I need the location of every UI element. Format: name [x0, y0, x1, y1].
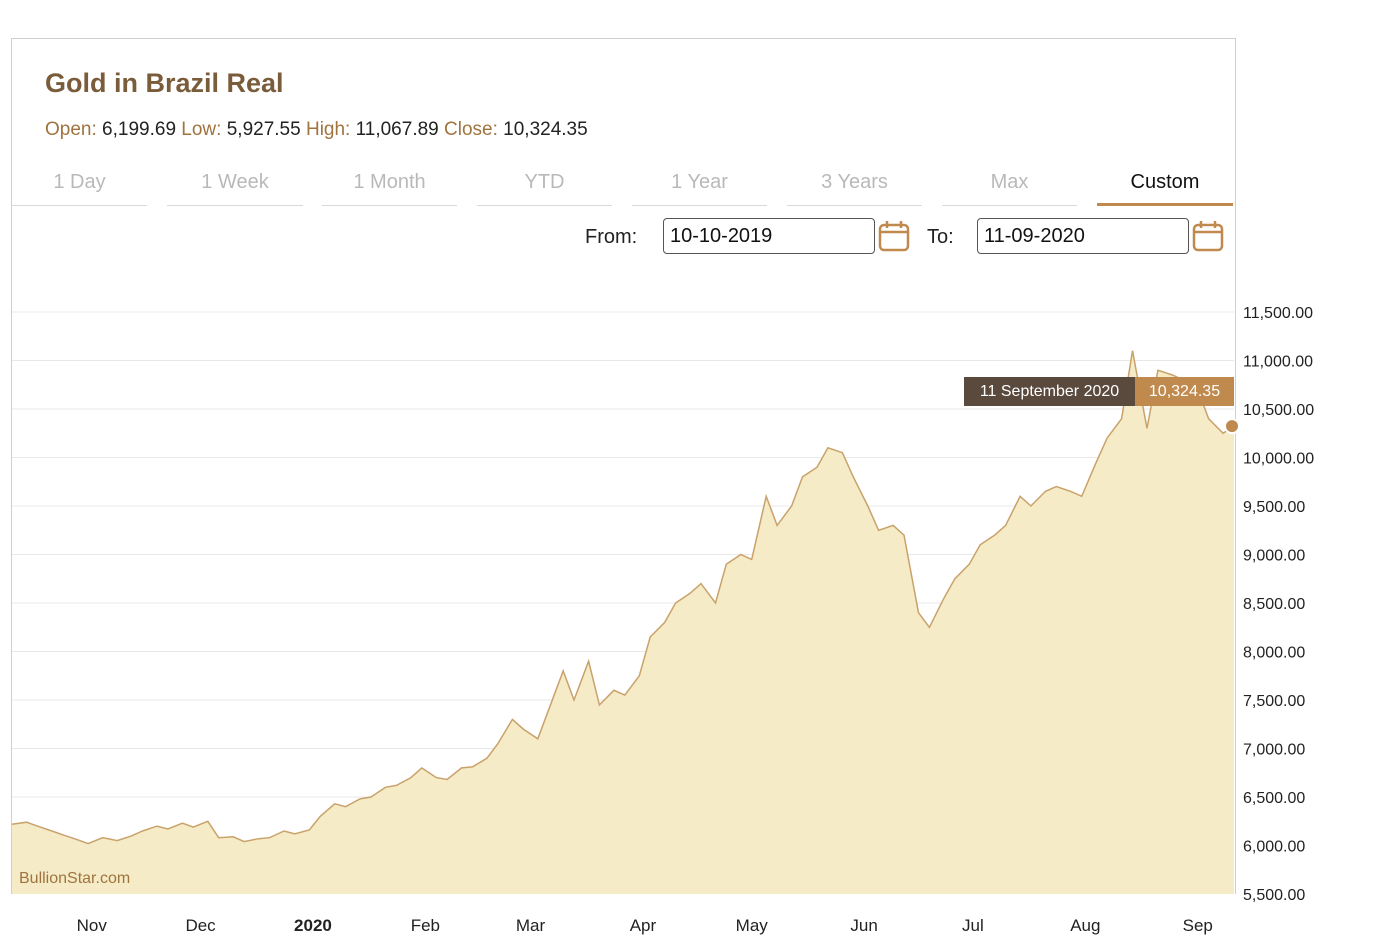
- high-value: 11,067.89: [355, 119, 439, 140]
- tab-custom[interactable]: Custom: [1097, 168, 1233, 206]
- y-tick-label: 10,500.00: [1243, 402, 1314, 419]
- open-label: Open:: [45, 119, 97, 140]
- open-value: 6,199.69: [102, 119, 177, 140]
- low-value: 5,927.55: [226, 119, 301, 140]
- watermark: BullionStar.com: [19, 870, 131, 887]
- x-tick-label: Jun: [850, 916, 877, 935]
- tab-ytd[interactable]: YTD: [477, 168, 612, 206]
- calendar-icon[interactable]: [877, 219, 911, 253]
- x-tick-label: Apr: [630, 916, 657, 935]
- y-tick-label: 8,000.00: [1243, 645, 1305, 662]
- tab-1-week[interactable]: 1 Week: [167, 168, 303, 206]
- tooltip-date: 11 September 2020: [964, 377, 1135, 406]
- x-tick-label: 2020: [294, 916, 332, 935]
- ohlc-summary: Open: 6,199.69 Low: 5,927.55 High: 11,06…: [45, 119, 588, 141]
- close-label: Close:: [444, 119, 498, 140]
- tab-1-day[interactable]: 1 Day: [12, 168, 147, 206]
- close-value: 10,324.35: [503, 119, 588, 140]
- calendar-icon[interactable]: [1191, 219, 1225, 253]
- price-area: [12, 350, 1234, 894]
- x-tick-label: Jul: [962, 916, 984, 935]
- y-tick-label: 7,000.00: [1243, 742, 1305, 759]
- to-date-input[interactable]: [977, 218, 1189, 254]
- low-label: Low:: [181, 119, 222, 140]
- x-axis: Nov Dec 2020 Feb Mar Apr May Jun Jul Aug Sep: [77, 916, 1213, 935]
- tooltip-value: 10,324.35: [1135, 377, 1234, 406]
- last-price-marker[interactable]: [1224, 418, 1240, 435]
- from-date-input[interactable]: [663, 218, 875, 254]
- x-tick-label: May: [736, 916, 769, 935]
- y-tick-label: 11,500.00: [1243, 305, 1313, 322]
- y-tick-label: 6,500.00: [1243, 790, 1305, 807]
- y-tick-label: 6,000.00: [1243, 839, 1305, 856]
- chart-title: Gold in Brazil Real: [45, 68, 284, 98]
- tab-3-years[interactable]: 3 Years: [787, 168, 922, 206]
- y-tick-label: 10,000.00: [1243, 451, 1314, 468]
- tab-1-year[interactable]: 1 Year: [632, 168, 767, 206]
- y-tick-label: 11,000.00: [1243, 354, 1313, 371]
- price-line: [11, 350, 1235, 845]
- x-tick-label: Nov: [77, 916, 108, 935]
- x-tick-label: Mar: [516, 916, 546, 935]
- to-label: To:: [927, 226, 954, 248]
- x-tick-label: Feb: [411, 916, 440, 935]
- y-tick-label: 8,500.00: [1243, 596, 1305, 613]
- tab-1-month[interactable]: 1 Month: [322, 168, 457, 206]
- y-tick-label: 7,500.00: [1243, 693, 1305, 710]
- y-axis: 11,500.00 11,000.00 10,500.00 10,000.00 9,50…: [1243, 305, 1314, 904]
- tab-max[interactable]: Max: [942, 168, 1077, 206]
- from-label: From:: [585, 226, 638, 248]
- high-label: High:: [305, 119, 351, 140]
- x-tick-label: Sep: [1183, 916, 1213, 935]
- y-tick-label: 9,000.00: [1243, 548, 1305, 565]
- y-tick-label: 9,500.00: [1243, 499, 1305, 516]
- x-tick-label: Aug: [1070, 916, 1100, 935]
- x-tick-label: Dec: [185, 916, 216, 935]
- y-tick-label: 5,500.00: [1243, 887, 1305, 904]
